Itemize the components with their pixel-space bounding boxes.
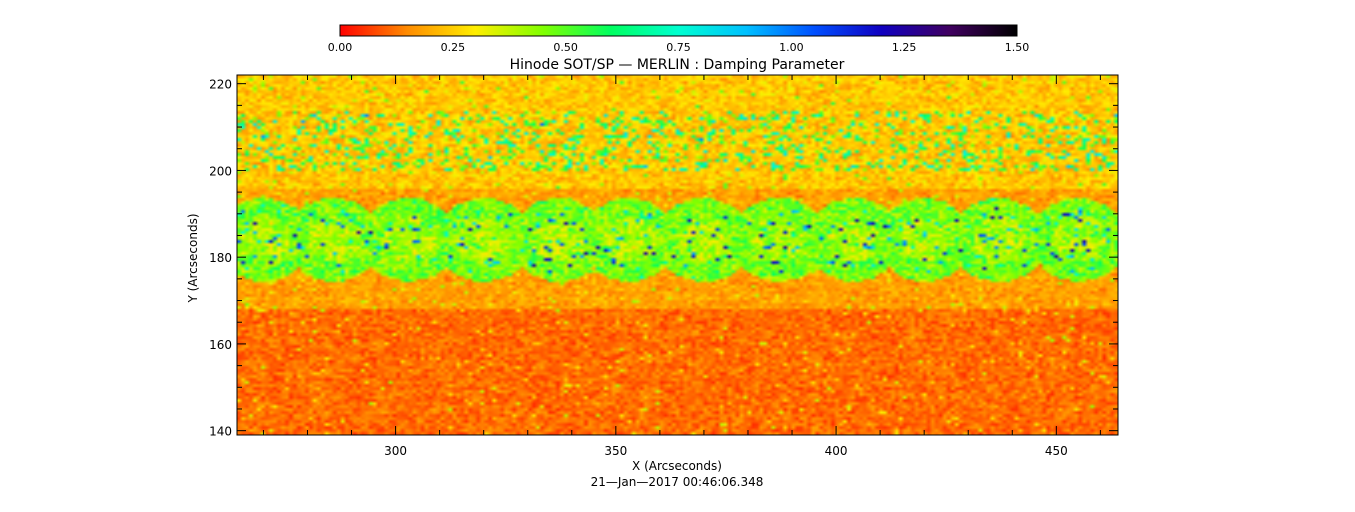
colorbar-tick-label: 1.25 [892, 41, 917, 54]
y-axis-label: Y (Arcseconds) [186, 213, 200, 303]
x-tick-label: 400 [825, 444, 848, 458]
plot-area: 300 350 400 450 140 160 180 200 220 [209, 74, 1119, 458]
x-tick-label: 450 [1045, 444, 1068, 458]
colorbar-ticks: 0.00 0.25 0.50 0.75 1.00 1.25 1.50 [328, 41, 1030, 54]
colorbar-tick-label: 0.50 [553, 41, 578, 54]
heatmap-raster [237, 75, 1118, 435]
colorbar-tick-label: 0.75 [666, 41, 691, 54]
colorbar-tick-label: 0.25 [441, 41, 466, 54]
colorbar: 0.00 0.25 0.50 0.75 1.00 1.25 1.50 [328, 24, 1030, 54]
y-tick-label: 220 [209, 78, 232, 92]
y-tick-labels: 140 160 180 200 220 [209, 78, 232, 439]
colorbar-tick-label: 1.00 [779, 41, 804, 54]
x-tick-label: 350 [604, 444, 627, 458]
colorbar-bar [339, 24, 1018, 37]
x-axis-label: X (Arcseconds) [632, 459, 722, 473]
plot-frame [236, 74, 1119, 436]
x-tick-label: 300 [384, 444, 407, 458]
colorbar-tick-label: 1.50 [1005, 41, 1030, 54]
axis-ticks [237, 75, 1118, 435]
heatmap-image [237, 75, 1118, 435]
y-tick-label: 140 [209, 425, 232, 439]
y-tick-label: 180 [209, 251, 232, 265]
chart-title: Hinode SOT/SP — MERLIN : Damping Paramet… [510, 57, 845, 73]
colorbar-tick-label: 0.00 [328, 41, 353, 54]
observation-timestamp: 21—Jan—2017 00:46:06.348 [591, 475, 764, 489]
y-tick-label: 200 [209, 164, 232, 178]
y-tick-label: 160 [209, 338, 232, 352]
x-tick-labels: 300 350 400 450 [384, 444, 1068, 458]
